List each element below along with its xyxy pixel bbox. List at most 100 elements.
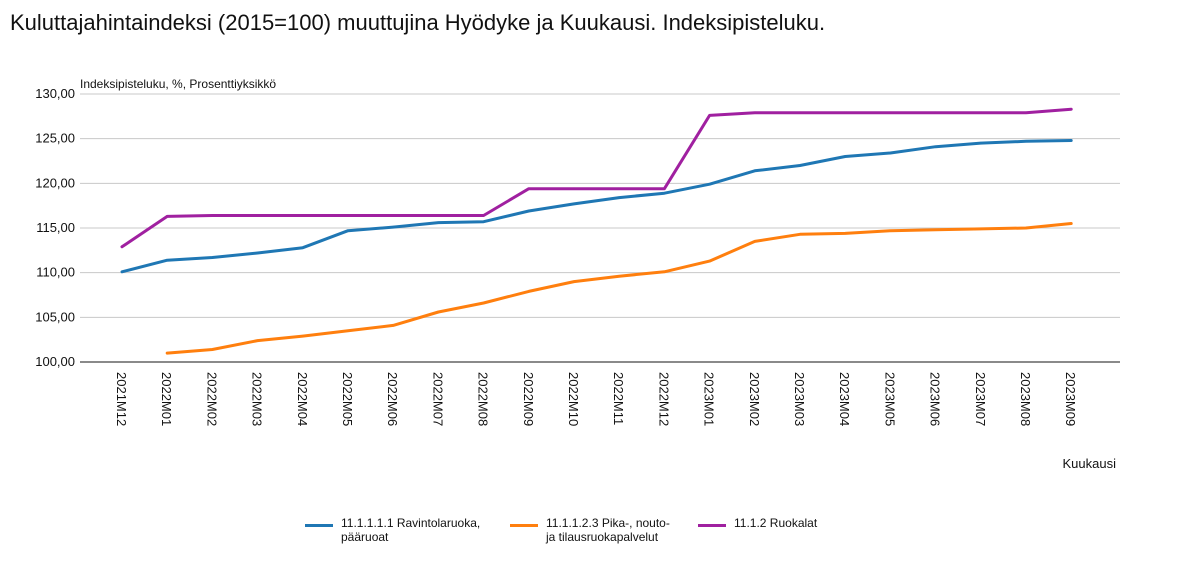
legend-item-pikaruoka: 11.1.1.2.3 Pika-, nouto-ja tilausruokapa… <box>510 516 670 544</box>
data-point <box>120 245 124 248</box>
legend-item-ruokalat: 11.1.2 Ruokalat <box>698 516 817 530</box>
x-tick-label: 2022M09 <box>521 372 536 426</box>
data-point <box>844 111 847 114</box>
data-point <box>392 225 395 229</box>
data-point <box>753 169 756 173</box>
data-point <box>120 270 124 273</box>
data-point <box>572 280 576 283</box>
data-point <box>889 229 892 232</box>
x-tick-label: 2022M11 <box>611 372 626 425</box>
data-point <box>753 111 756 114</box>
x-tick-label: 2022M12 <box>656 372 671 426</box>
y-tick-label: 130,00 <box>35 86 75 101</box>
data-point <box>1070 107 1073 111</box>
x-tick-label: 2023M03 <box>792 372 807 426</box>
data-point <box>663 187 666 190</box>
x-tick-label: 2022M04 <box>295 372 310 426</box>
data-point <box>301 246 304 249</box>
legend-item-ravintolaruoka: 11.1.1.1.1 Ravintolaruoka, pääruoat <box>305 516 480 544</box>
data-point <box>1070 139 1073 142</box>
x-tick-label: 2023M01 <box>702 372 717 426</box>
data-point <box>708 183 711 186</box>
x-axis-ticks: 2021M12 2022M01 2022M02 2022M03 2022M04 2022M… <box>114 372 1078 426</box>
legend-label: 11.1.1.1.1 Ravintolaruoka, pääruoat <box>341 516 481 544</box>
x-tick-label: 2022M10 <box>566 372 581 426</box>
data-point <box>618 187 621 190</box>
data-point <box>166 258 169 262</box>
series-line-1 <box>165 222 1073 355</box>
data-point <box>663 270 666 273</box>
x-tick-label: 2022M07 <box>430 372 445 426</box>
x-tick-label: 2022M06 <box>385 372 400 426</box>
data-point <box>301 334 304 338</box>
data-point <box>618 275 621 278</box>
data-point <box>934 228 937 231</box>
x-tick-label: 2022M03 <box>250 372 265 426</box>
legend-label: 11.1.1.2.3 Pika-, nouto-ja tilausruokapa… <box>546 516 670 544</box>
x-tick-label: 2023M05 <box>882 372 897 426</box>
series-line-0 <box>120 139 1073 274</box>
legend-swatch <box>305 524 333 527</box>
y-tick-label: 120,00 <box>35 175 75 190</box>
legend-swatch <box>510 524 538 527</box>
data-point <box>301 214 304 217</box>
data-point <box>889 151 892 155</box>
y-axis-ticks: 100,00 105,00 110,00 115,00 120,00 125,00 130,… <box>35 86 75 369</box>
data-point <box>844 155 847 158</box>
x-axis-label: Kuukausi <box>1063 456 1117 471</box>
x-tick-label: 2022M02 <box>204 372 219 426</box>
data-point <box>392 214 395 217</box>
y-axis-label: Indeksipisteluku, %, Prosenttiyksikkö <box>80 77 276 91</box>
series-lines <box>120 107 1073 355</box>
data-point <box>527 209 530 213</box>
x-tick-label: 2021M12 <box>114 372 129 426</box>
x-tick-label: 2022M05 <box>340 372 355 426</box>
data-point <box>437 221 440 224</box>
gridlines <box>80 93 1120 363</box>
data-point <box>211 256 214 259</box>
data-point <box>346 229 350 232</box>
legend-swatch <box>698 524 726 527</box>
data-point <box>708 259 711 263</box>
data-point <box>256 339 259 342</box>
data-point <box>211 214 214 217</box>
data-point <box>346 329 350 332</box>
x-tick-label: 2022M01 <box>159 372 174 426</box>
data-point <box>572 187 576 190</box>
data-point <box>934 145 937 148</box>
data-point <box>1024 140 1028 143</box>
x-tick-label: 2023M09 <box>1063 372 1078 426</box>
data-point <box>979 227 982 231</box>
data-point <box>572 202 576 206</box>
data-point <box>1024 111 1028 114</box>
x-tick-label: 2022M08 <box>476 372 491 426</box>
data-point <box>753 240 756 243</box>
data-point <box>1024 226 1028 230</box>
data-point <box>166 215 169 218</box>
data-point <box>256 251 259 255</box>
data-point <box>1070 222 1073 225</box>
data-point <box>708 114 711 117</box>
legend-label: 11.1.2 Ruokalat <box>734 516 818 530</box>
data-point <box>934 111 937 114</box>
y-tick-label: 100,00 <box>35 354 75 369</box>
data-point <box>437 310 440 314</box>
data-point <box>844 232 847 235</box>
y-tick-label: 125,00 <box>35 131 75 146</box>
data-point <box>482 214 485 217</box>
x-tick-label: 2023M07 <box>973 372 988 426</box>
data-point <box>618 196 621 199</box>
data-point <box>166 351 169 355</box>
x-tick-label: 2023M08 <box>1018 372 1033 426</box>
data-point <box>798 233 802 236</box>
data-point <box>798 111 802 114</box>
y-tick-label: 115,00 <box>36 220 75 235</box>
y-tick-label: 110,00 <box>36 265 75 280</box>
data-point <box>392 324 395 327</box>
data-point <box>482 301 485 305</box>
data-point <box>798 164 802 167</box>
data-point <box>437 214 440 217</box>
x-tick-label: 2023M02 <box>747 372 762 426</box>
data-point <box>527 187 530 190</box>
data-point <box>889 111 892 114</box>
